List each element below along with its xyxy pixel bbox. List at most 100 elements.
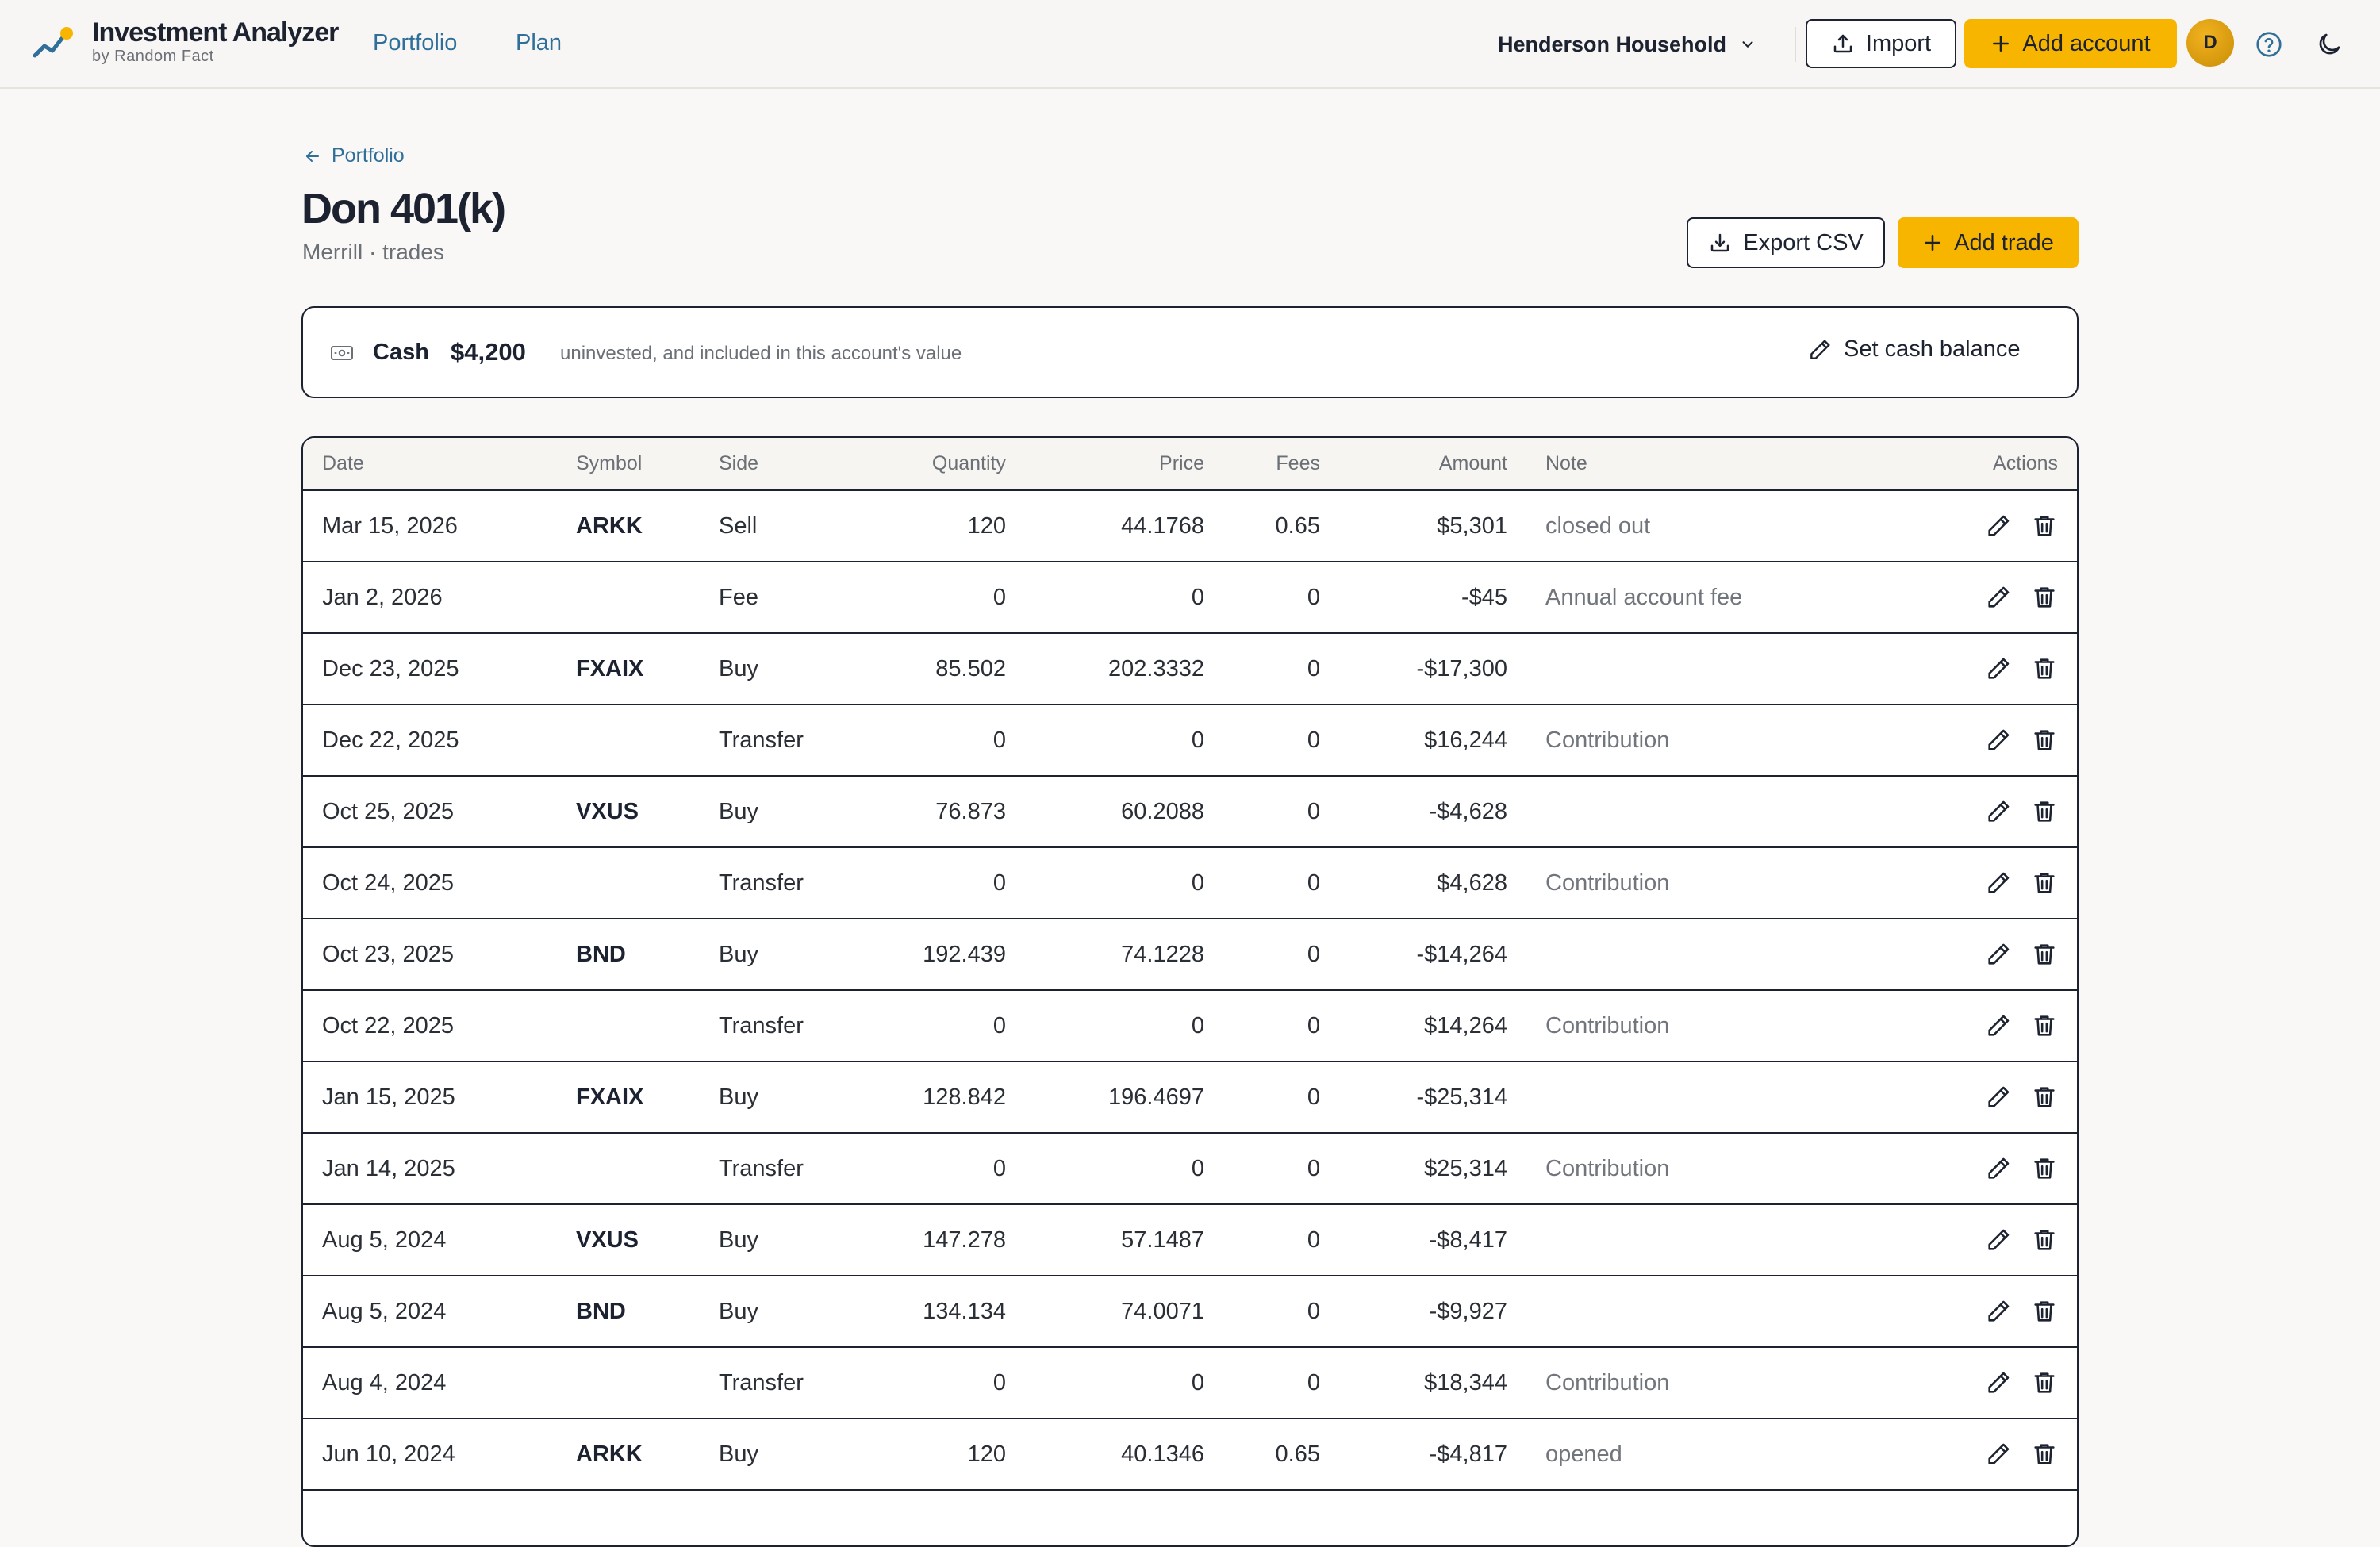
cell-actions <box>1883 1347 2077 1419</box>
column-header-note[interactable]: Note <box>1526 438 1883 491</box>
cell-note: Annual account fee <box>1526 562 1883 634</box>
table-row[interactable]: Oct 22, 2025 Transfer 0 0 0 $14,264 Cont… <box>303 990 2077 1062</box>
table-row[interactable]: Jan 2, 2026 Fee 0 0 0 -$45 Annual accoun… <box>303 562 2077 634</box>
table-row[interactable]: Aug 5, 2024 BND Buy 134.134 74.0071 0 -$… <box>303 1276 2077 1348</box>
breadcrumb-label: Portfolio <box>332 144 405 167</box>
cell-symbol: FXAIX <box>557 633 700 705</box>
theme-toggle-button[interactable] <box>2313 29 2345 60</box>
cell-date: Aug 4, 2024 <box>303 1347 557 1419</box>
delete-trade-button[interactable] <box>2031 1441 2058 1468</box>
add-account-button[interactable]: Add account <box>1964 19 2177 68</box>
edit-trade-button[interactable] <box>1985 1298 2012 1325</box>
row-actions <box>1902 869 2058 896</box>
row-actions <box>1902 512 2058 539</box>
column-header-side[interactable]: Side <box>700 438 858 491</box>
cell-actions <box>1883 847 2077 919</box>
column-header-symbol[interactable]: Symbol <box>557 438 700 491</box>
delete-trade-button[interactable] <box>2031 727 2058 754</box>
cell-symbol: VXUS <box>557 776 700 848</box>
export-csv-button-label: Export CSV <box>1743 229 1864 255</box>
column-header-price[interactable]: Price <box>1025 438 1223 491</box>
page-subtitle: Merrill · trades <box>302 240 444 264</box>
cell-fees: 0.65 <box>1223 1418 1339 1491</box>
cell-symbol: ARKK <box>557 1418 700 1491</box>
edit-trade-button[interactable] <box>1985 512 2012 539</box>
cell-fees: 0.65 <box>1223 490 1339 562</box>
column-header-amount[interactable]: Amount <box>1339 438 1526 491</box>
pencil-icon <box>1988 658 2010 679</box>
pencil-icon <box>1988 1086 2010 1107</box>
edit-trade-button[interactable] <box>1985 1226 2012 1253</box>
table-row[interactable]: Oct 23, 2025 BND Buy 192.439 74.1228 0 -… <box>303 919 2077 991</box>
table-row[interactable]: Jan 15, 2025 FXAIX Buy 128.842 196.4697 … <box>303 1061 2077 1134</box>
delete-trade-button[interactable] <box>2031 512 2058 539</box>
table-row[interactable]: Mar 15, 2026 ARKK Sell 120 44.1768 0.65 … <box>303 490 2077 562</box>
cell-fees: 0 <box>1223 776 1339 848</box>
table-row[interactable]: Jan 14, 2025 Transfer 0 0 0 $25,314 Cont… <box>303 1133 2077 1205</box>
edit-trade-button[interactable] <box>1985 1441 2012 1468</box>
edit-trade-button[interactable] <box>1985 941 2012 968</box>
cell-quantity: 128.842 <box>858 1061 1025 1134</box>
delete-trade-button[interactable] <box>2031 655 2058 682</box>
delete-trade-button[interactable] <box>2031 1369 2058 1396</box>
cell-symbol <box>557 704 700 777</box>
table-row[interactable]: Aug 4, 2024 Transfer 0 0 0 $18,344 Contr… <box>303 1347 2077 1419</box>
edit-trade-button[interactable] <box>1985 655 2012 682</box>
import-button[interactable]: Import <box>1806 19 1956 68</box>
table-row[interactable]: Aug 5, 2024 VXUS Buy 147.278 57.1487 0 -… <box>303 1204 2077 1276</box>
cell-note: Contribution <box>1526 1133 1883 1205</box>
breadcrumb-back-link[interactable]: Portfolio <box>303 144 405 167</box>
cell-fees: 0 <box>1223 1133 1339 1205</box>
brand-name[interactable]: Investment Analyzer <box>92 17 339 48</box>
cell-price: 0 <box>1025 704 1223 777</box>
table-row[interactable]: Oct 25, 2025 VXUS Buy 76.873 60.2088 0 -… <box>303 776 2077 848</box>
add-trade-button[interactable]: Add trade <box>1898 217 2079 268</box>
edit-trade-button[interactable] <box>1985 1369 2012 1396</box>
cell-note: Contribution <box>1526 704 1883 777</box>
set-cash-balance-button[interactable]: Set cash balance <box>1807 336 2020 363</box>
cell-actions <box>1883 1061 2077 1134</box>
pencil-icon <box>1988 872 2010 893</box>
edit-trade-button[interactable] <box>1985 1084 2012 1111</box>
delete-trade-button[interactable] <box>2031 1155 2058 1182</box>
delete-trade-button[interactable] <box>2031 1298 2058 1325</box>
trash-icon <box>2034 587 2055 608</box>
column-header-fees[interactable]: Fees <box>1223 438 1339 491</box>
nav-portfolio[interactable]: Portfolio <box>373 30 458 56</box>
trash-icon <box>2034 944 2055 965</box>
delete-trade-button[interactable] <box>2031 1226 2058 1253</box>
trash-icon <box>2034 658 2055 679</box>
export-csv-button[interactable]: Export CSV <box>1687 217 1885 268</box>
table-row[interactable]: Jun 10, 2024 ARKK Buy 120 40.1346 0.65 -… <box>303 1418 2077 1491</box>
set-cash-balance-label: Set cash balance <box>1844 336 2021 362</box>
edit-trade-button[interactable] <box>1985 798 2012 825</box>
delete-trade-button[interactable] <box>2031 1012 2058 1039</box>
nav-plan[interactable]: Plan <box>516 30 562 56</box>
column-header-quantity[interactable]: Quantity <box>858 438 1025 491</box>
table-row[interactable]: Dec 23, 2025 FXAIX Buy 85.502 202.3332 0… <box>303 633 2077 705</box>
delete-trade-button[interactable] <box>2031 941 2058 968</box>
delete-trade-button[interactable] <box>2031 1084 2058 1111</box>
column-header-date[interactable]: Date <box>303 438 557 491</box>
household-selector[interactable]: Henderson Household <box>1498 29 1756 60</box>
cell-quantity: 192.439 <box>858 919 1025 991</box>
top-bar: Investment Analyzer by Random Fact Portf… <box>0 0 2380 89</box>
delete-trade-button[interactable] <box>2031 869 2058 896</box>
help-button[interactable] <box>2253 29 2285 60</box>
table-row[interactable]: Oct 24, 2025 Transfer 0 0 0 $4,628 Contr… <box>303 847 2077 919</box>
banknote-icon <box>331 346 353 360</box>
edit-trade-button[interactable] <box>1985 869 2012 896</box>
edit-trade-button[interactable] <box>1985 727 2012 754</box>
edit-trade-button[interactable] <box>1985 1012 2012 1039</box>
avatar[interactable]: D <box>2186 19 2234 67</box>
trash-icon <box>2034 730 2055 750</box>
edit-trade-button[interactable] <box>1985 584 2012 611</box>
cell-quantity: 0 <box>858 562 1025 634</box>
table-row[interactable]: Dec 22, 2025 Transfer 0 0 0 $16,244 Cont… <box>303 704 2077 777</box>
row-actions <box>1902 1012 2058 1039</box>
delete-trade-button[interactable] <box>2031 798 2058 825</box>
edit-trade-button[interactable] <box>1985 1155 2012 1182</box>
delete-trade-button[interactable] <box>2031 584 2058 611</box>
cell-quantity: 85.502 <box>858 633 1025 705</box>
chart-trend-logo-icon[interactable] <box>32 24 76 62</box>
